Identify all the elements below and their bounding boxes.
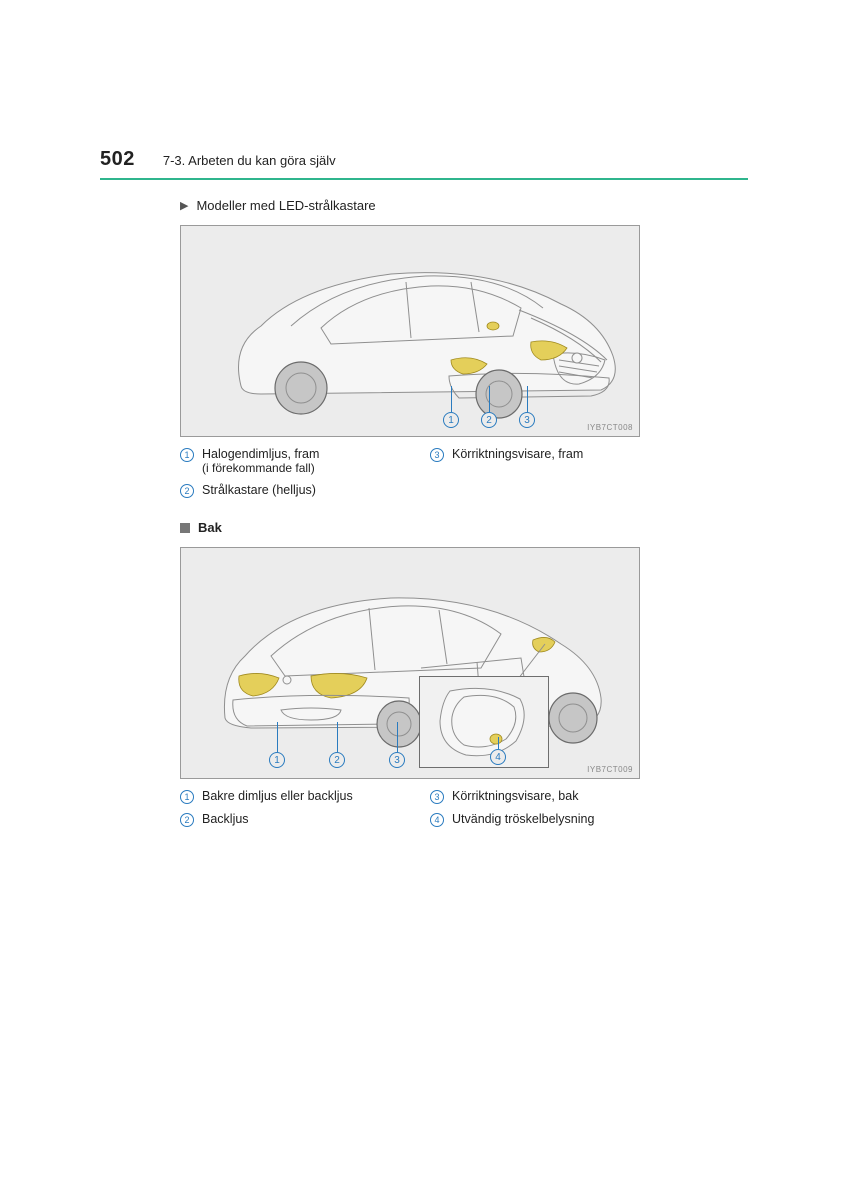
figure2-callouts: 1 2 3 bbox=[269, 722, 405, 768]
callout-num-1: 1 bbox=[443, 412, 459, 428]
callout-num-3: 3 bbox=[519, 412, 535, 428]
callout-num-2: 2 bbox=[329, 752, 345, 768]
callout-1: 1 bbox=[443, 386, 459, 428]
figure2-legend-left: 1 Bakre dimljus eller backljus 2 Backlju… bbox=[180, 789, 390, 827]
callout-3: 3 bbox=[519, 386, 535, 428]
figure1-code: IYB7CT008 bbox=[587, 423, 633, 432]
legend-text-2: Strålkastare (helljus) bbox=[202, 483, 316, 497]
callout-2: 2 bbox=[329, 722, 345, 768]
figure1-subhead: ▶ Modeller med LED-strålkastare bbox=[180, 198, 748, 213]
square-bullet-icon bbox=[180, 523, 190, 533]
figure2-legend: 1 Bakre dimljus eller backljus 2 Backlju… bbox=[180, 789, 748, 827]
section-title: 7-3. Arbeten du kan göra själv bbox=[163, 153, 336, 168]
mirror-inset: 4 bbox=[419, 676, 549, 768]
callout-1: 1 bbox=[269, 722, 285, 768]
legend-num-1: 1 bbox=[180, 790, 194, 804]
header-rule bbox=[100, 178, 748, 180]
legend-item: 3 Körriktningsvisare, fram bbox=[430, 447, 640, 462]
page-content: 502 7-3. Arbeten du kan göra själv ▶ Mod… bbox=[0, 0, 848, 827]
figure1-legend-left: 1 Halogendimljus, fram (i förekommande f… bbox=[180, 447, 390, 498]
legend-item: 2 Backljus bbox=[180, 812, 390, 827]
section2-label-text: Bak bbox=[198, 520, 222, 535]
car-rear-illustration bbox=[181, 548, 640, 779]
mirror-inset-illustration bbox=[420, 677, 550, 769]
legend-item: 1 Bakre dimljus eller backljus bbox=[180, 789, 390, 804]
legend-num-3: 3 bbox=[430, 790, 444, 804]
legend-item: 1 Halogendimljus, fram (i förekommande f… bbox=[180, 447, 390, 475]
legend-text-1: Bakre dimljus eller backljus bbox=[202, 789, 353, 803]
legend-text-1: Halogendimljus, fram bbox=[202, 447, 319, 461]
legend-text-3: Körriktningsvisare, bak bbox=[452, 789, 578, 803]
figure1-legend-right: 3 Körriktningsvisare, fram bbox=[430, 447, 640, 498]
legend-subtext-1: (i förekommande fall) bbox=[202, 461, 319, 475]
figure-front-car: 1 2 3 IYB7CT008 bbox=[180, 225, 640, 437]
legend-num-2: 2 bbox=[180, 484, 194, 498]
figure1-subhead-text: Modeller med LED-strålkastare bbox=[196, 198, 375, 213]
legend-item: 4 Utvändig tröskelbelysning bbox=[430, 812, 640, 827]
legend-item: 2 Strålkastare (helljus) bbox=[180, 483, 390, 498]
figure-rear-car: 4 1 2 3 IYB7CT009 bbox=[180, 547, 640, 779]
callout-3: 3 bbox=[389, 722, 405, 768]
legend-num-1: 1 bbox=[180, 448, 194, 462]
figure1-legend: 1 Halogendimljus, fram (i förekommande f… bbox=[180, 447, 748, 498]
triangle-bullet-icon: ▶ bbox=[180, 199, 188, 212]
legend-item: 3 Körriktningsvisare, bak bbox=[430, 789, 640, 804]
legend-text-2: Backljus bbox=[202, 812, 249, 826]
car-front-illustration bbox=[181, 226, 640, 437]
figure2-legend-right: 3 Körriktningsvisare, bak 4 Utvändig trö… bbox=[430, 789, 640, 827]
legend-num-4: 4 bbox=[430, 813, 444, 827]
page-number: 502 bbox=[100, 148, 135, 171]
callout-num-4: 4 bbox=[490, 749, 506, 765]
callout-num-3: 3 bbox=[389, 752, 405, 768]
legend-num-2: 2 bbox=[180, 813, 194, 827]
figure1-callouts: 1 2 3 bbox=[443, 386, 535, 428]
section2-label: Bak bbox=[180, 520, 748, 535]
callout-2: 2 bbox=[481, 386, 497, 428]
legend-num-3: 3 bbox=[430, 448, 444, 462]
main-content: ▶ Modeller med LED-strålkastare bbox=[100, 198, 748, 827]
callout-num-2: 2 bbox=[481, 412, 497, 428]
callout-num-1: 1 bbox=[269, 752, 285, 768]
page-header: 502 7-3. Arbeten du kan göra själv bbox=[100, 148, 748, 175]
legend-text-4: Utvändig tröskelbelysning bbox=[452, 812, 594, 826]
figure2-code: IYB7CT009 bbox=[587, 765, 633, 774]
callout-4: 4 bbox=[490, 737, 506, 765]
legend-text-3: Körriktningsvisare, fram bbox=[452, 447, 583, 461]
